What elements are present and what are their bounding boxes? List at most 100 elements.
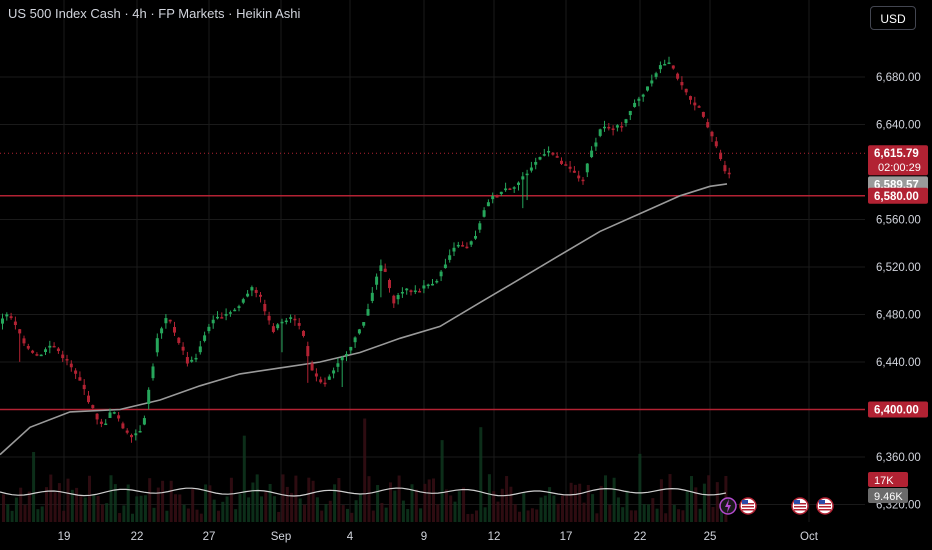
volume-bar [96,495,100,522]
candle-body [615,125,619,128]
candle-body [388,279,391,289]
volume-bar [264,491,268,522]
volume-bar [397,475,401,522]
candle-body [538,157,542,160]
candle-body [418,290,422,293]
candle-body [35,354,39,356]
us-flag-event-icon[interactable] [791,497,809,515]
candle-body [452,247,456,252]
candle-body [56,348,60,352]
volume-bar [182,504,186,522]
volume-bar [595,513,599,522]
candle-body [216,316,219,319]
volume-bar [229,477,233,522]
volume-bar [672,504,676,522]
candle-body [271,326,275,332]
us-flag-event-icon[interactable] [816,497,834,515]
candle-body [349,346,353,351]
candle-body [603,126,606,129]
volume-bar [268,483,272,522]
candle-body [237,306,241,308]
volume-bar [324,503,328,522]
candle-body [654,73,658,77]
candle-body [465,246,469,249]
candle-body [590,150,594,158]
volume-bar [419,508,423,522]
volume-bar [346,508,349,522]
volume-bar [165,510,169,522]
candle-body [181,346,185,351]
volume-label-box [868,488,908,503]
volume-bar [479,427,483,522]
volume-label: 17K [874,475,894,487]
candle-body [61,354,65,359]
volume-bar [281,474,285,522]
candle-body [362,322,366,326]
y-tick-label: 6,640.00 [876,120,921,132]
volume-bar [655,508,659,522]
candle-body [345,354,348,356]
candle-body [5,314,9,317]
volume-bar [303,504,306,522]
candle-body [177,337,181,343]
x-tick-label: 22 [131,531,144,543]
candle-body [517,182,520,185]
volume-bar [92,494,96,522]
us-flag-event-icon[interactable] [739,497,757,515]
volume-bar [535,509,539,522]
candle-body [220,317,224,319]
currency-selector[interactable]: USD [870,6,916,30]
y-tick-label: 6,680.00 [876,72,921,84]
lightning-event-icon[interactable] [719,497,737,515]
volume-bar [277,511,281,522]
volume-bar [543,495,547,522]
volume-bar [690,476,693,522]
volume-bar [204,484,208,522]
volume-bar [371,510,375,522]
candle-body [82,384,86,390]
volume-bar [122,505,126,522]
volume-bar [720,504,724,522]
candle-body [99,421,103,424]
volume-bar [298,498,302,522]
volume-bar [333,484,337,522]
candle-body [495,196,499,198]
candle-body [48,345,52,348]
volume-bar [217,510,220,522]
volume-bar [401,500,405,522]
volume-bar [156,487,160,522]
volume-bar [174,494,177,522]
volume-bar [423,483,427,522]
volume-bar [483,507,487,522]
candle-body [461,245,465,247]
volume-bar [470,513,474,522]
candle-body [482,210,486,217]
volume-bar [247,497,251,522]
volume-bar [320,510,324,522]
candle-body [633,102,637,107]
candle-body [302,330,305,336]
candle-body [151,366,155,379]
volume-bar [100,504,104,522]
volume-bar [285,486,289,522]
candle-body [611,128,615,130]
candle-body [478,223,482,230]
volume-bar [191,489,195,522]
x-tick-label: 4 [347,531,354,543]
candle-body [263,304,267,312]
candle-body [112,412,116,414]
candle-body [504,188,508,191]
price-label: 6,400.00 [874,405,919,417]
volume-bar [518,511,521,522]
volume-bar [629,510,633,522]
price-label: 6,615.79 [874,148,919,160]
volume-bar [647,504,650,522]
candle-body [598,129,602,136]
candle-body [456,244,460,247]
volume-bar [363,418,367,522]
candle-body [39,354,43,357]
volume-bar [444,489,448,522]
volume-bar [53,492,57,522]
